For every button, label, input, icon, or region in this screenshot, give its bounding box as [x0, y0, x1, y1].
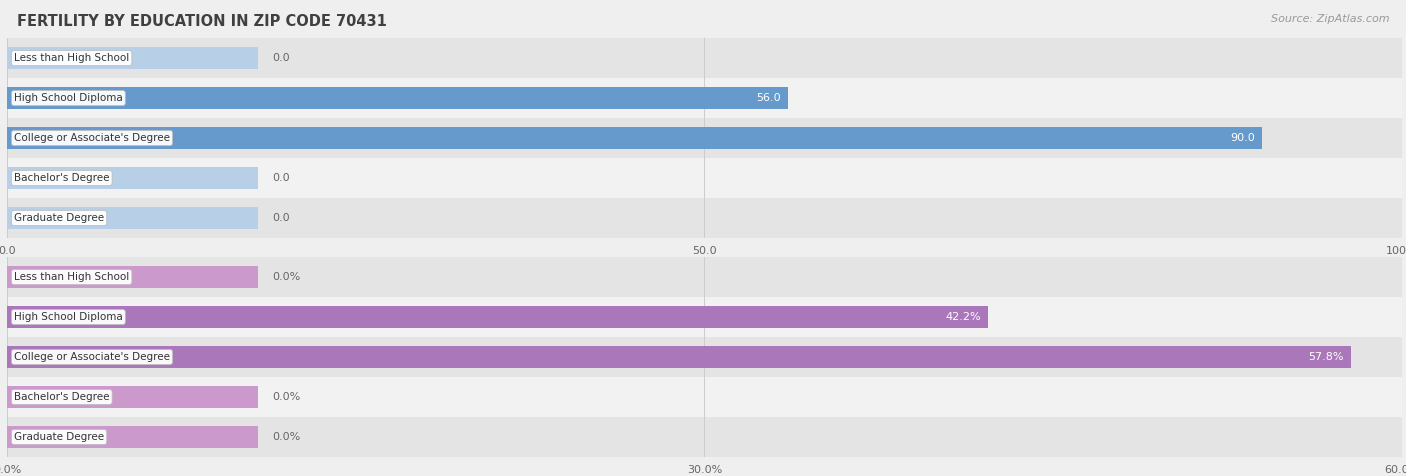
- Text: Less than High School: Less than High School: [14, 272, 129, 282]
- Bar: [7, 78, 1402, 118]
- Bar: [7, 127, 1263, 149]
- Text: 56.0: 56.0: [756, 93, 782, 103]
- Bar: [7, 297, 1402, 337]
- Bar: [7, 386, 259, 408]
- Bar: [7, 158, 1402, 198]
- Text: Graduate Degree: Graduate Degree: [14, 432, 104, 442]
- Text: 0.0%: 0.0%: [271, 392, 301, 402]
- Bar: [7, 377, 1402, 417]
- Bar: [7, 346, 1351, 368]
- Text: Bachelor's Degree: Bachelor's Degree: [14, 392, 110, 402]
- Bar: [7, 266, 259, 288]
- Text: 0.0%: 0.0%: [271, 432, 301, 442]
- Text: 0.0: 0.0: [271, 213, 290, 223]
- Bar: [7, 38, 1402, 78]
- Bar: [7, 47, 259, 69]
- Bar: [7, 87, 789, 109]
- Text: Source: ZipAtlas.com: Source: ZipAtlas.com: [1271, 14, 1389, 24]
- Text: High School Diploma: High School Diploma: [14, 93, 122, 103]
- Text: 0.0: 0.0: [271, 173, 290, 183]
- Text: FERTILITY BY EDUCATION IN ZIP CODE 70431: FERTILITY BY EDUCATION IN ZIP CODE 70431: [17, 14, 387, 30]
- Bar: [7, 198, 1402, 238]
- Bar: [7, 207, 259, 229]
- Text: College or Associate's Degree: College or Associate's Degree: [14, 352, 170, 362]
- Text: 0.0: 0.0: [271, 53, 290, 63]
- Text: Bachelor's Degree: Bachelor's Degree: [14, 173, 110, 183]
- Text: 0.0%: 0.0%: [271, 272, 301, 282]
- Text: 90.0: 90.0: [1230, 133, 1256, 143]
- Bar: [7, 417, 1402, 457]
- Text: Graduate Degree: Graduate Degree: [14, 213, 104, 223]
- Bar: [7, 167, 259, 189]
- Bar: [7, 306, 988, 328]
- Text: High School Diploma: High School Diploma: [14, 312, 122, 322]
- Text: 42.2%: 42.2%: [945, 312, 981, 322]
- Text: College or Associate's Degree: College or Associate's Degree: [14, 133, 170, 143]
- Text: 57.8%: 57.8%: [1308, 352, 1344, 362]
- Bar: [7, 257, 1402, 297]
- Bar: [7, 426, 259, 448]
- Bar: [7, 118, 1402, 158]
- Text: Less than High School: Less than High School: [14, 53, 129, 63]
- Bar: [7, 337, 1402, 377]
